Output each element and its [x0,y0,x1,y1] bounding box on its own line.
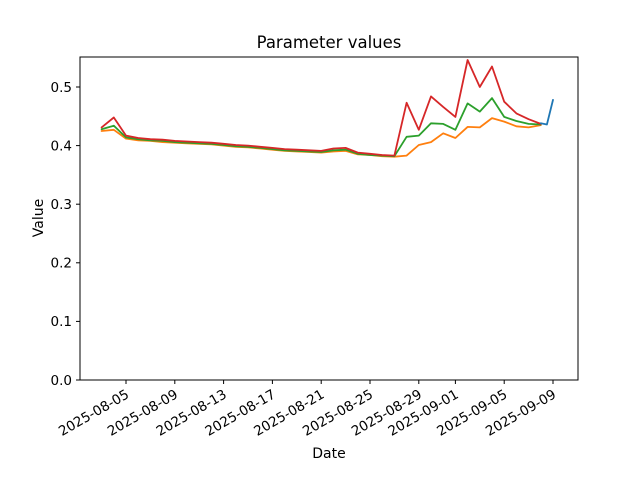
y-tick-label: 0.5 [51,80,72,96]
chart-title: Parameter values [256,33,402,52]
line-green [100,97,542,158]
axes-frame [79,56,579,381]
y-axis-label: Value [31,198,47,238]
y-tick-label: 0.2 [51,256,72,272]
y-tick-label: 0.3 [51,197,72,213]
line-red [100,59,542,157]
y-tick-label: 0.1 [51,314,72,330]
line-blue [539,99,554,126]
y-tick-label: 0.4 [51,138,72,154]
x-axis-label: Date [312,446,346,462]
y-tick-label: 0.0 [51,373,72,389]
